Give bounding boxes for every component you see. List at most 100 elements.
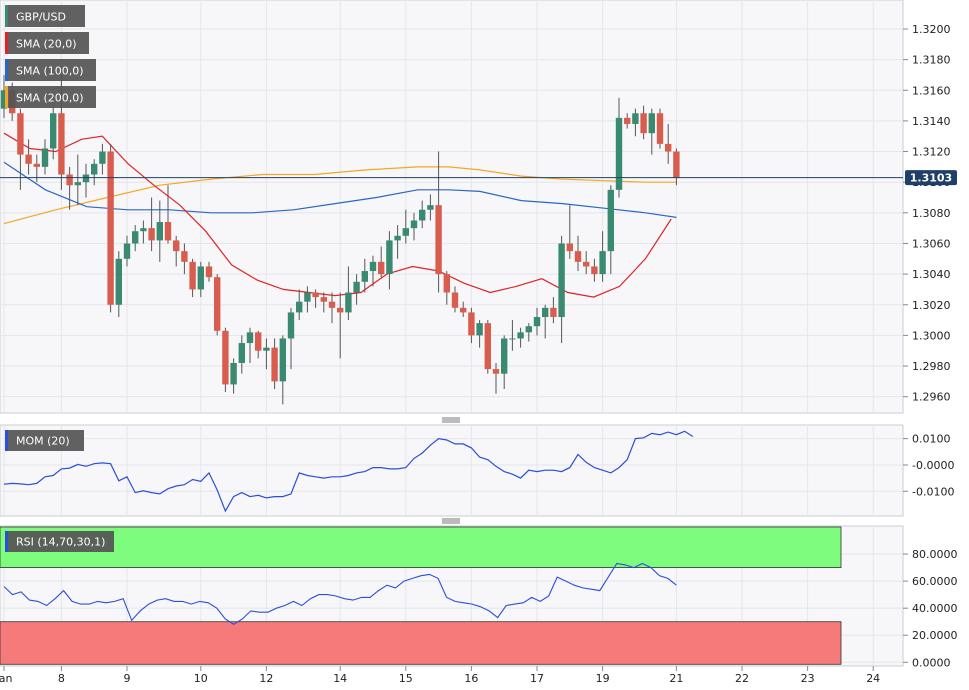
candle[interactable] [230, 358, 237, 394]
legend-symbol[interactable]: GBP/USD [5, 5, 85, 27]
candle[interactable] [607, 185, 614, 275]
candle[interactable] [296, 289, 303, 321]
momentum-panel[interactable] [0, 424, 904, 517]
candle[interactable] [615, 97, 623, 198]
candle[interactable] [533, 307, 541, 336]
candle[interactable] [328, 292, 336, 324]
y-axis-ticks: 1.32001.31801.31601.31401.31201.31001.30… [903, 23, 958, 669]
candle[interactable] [246, 327, 254, 363]
candle[interactable] [509, 320, 516, 351]
candle[interactable] [115, 251, 122, 318]
candle[interactable] [443, 271, 450, 305]
candle[interactable] [222, 327, 229, 393]
legend-sma200[interactable]: SMA (200,0) [5, 86, 96, 108]
candle[interactable] [419, 200, 426, 229]
candle[interactable] [17, 108, 24, 190]
candle[interactable] [271, 338, 278, 390]
candle[interactable] [550, 297, 557, 324]
candle[interactable] [181, 243, 188, 275]
candle[interactable] [574, 235, 582, 272]
candle[interactable] [148, 197, 155, 252]
momentum-resize-handle[interactable] [442, 417, 460, 423]
candle[interactable] [369, 255, 377, 287]
candle[interactable] [525, 323, 532, 342]
candle[interactable] [402, 209, 409, 244]
rsi-resize-handle[interactable] [442, 518, 460, 524]
legend-symbol-text: GBP/USD [16, 11, 66, 24]
candle[interactable] [632, 108, 639, 137]
candle[interactable] [501, 335, 508, 390]
price-y-tick-label: 1.3080 [912, 207, 951, 220]
candle[interactable] [312, 289, 319, 308]
candle[interactable] [140, 220, 147, 244]
legend-momentum[interactable]: MOM (20) [5, 430, 84, 451]
candle[interactable] [74, 154, 81, 206]
candle[interactable] [337, 292, 344, 359]
price-y-tick-label: 1.3060 [912, 237, 951, 250]
candle[interactable] [435, 151, 442, 293]
candle[interactable] [361, 258, 368, 293]
candle[interactable] [123, 235, 131, 267]
candle[interactable] [476, 320, 483, 348]
candle[interactable] [410, 212, 418, 241]
candle[interactable] [345, 266, 352, 321]
candle[interactable] [197, 261, 204, 298]
candle[interactable] [41, 139, 49, 175]
candle[interactable] [173, 235, 180, 267]
candle-body [558, 243, 565, 318]
candle[interactable] [238, 335, 245, 374]
candle[interactable] [673, 148, 680, 186]
candle[interactable] [287, 307, 295, 370]
candle[interactable] [164, 185, 172, 244]
candle[interactable] [468, 307, 475, 344]
candle[interactable] [353, 274, 360, 305]
legend-sma20[interactable]: SMA (20,0) [5, 32, 89, 54]
candle[interactable] [624, 113, 631, 129]
candle[interactable] [599, 231, 606, 282]
candlesticks [0, 74, 680, 405]
price-panel[interactable] [0, 0, 904, 414]
candle[interactable] [214, 274, 221, 336]
candle[interactable] [640, 105, 647, 140]
candle[interactable] [279, 335, 286, 405]
candle[interactable] [66, 166, 73, 210]
candle[interactable] [648, 108, 655, 155]
candle[interactable] [99, 143, 106, 175]
candle[interactable] [484, 320, 491, 374]
candle[interactable] [25, 139, 32, 175]
candle-body [345, 292, 352, 313]
candle[interactable] [0, 74, 8, 118]
legend-rsi[interactable]: RSI (14,70,30,1) [5, 531, 114, 552]
candle[interactable] [50, 105, 57, 160]
candle-body [427, 205, 434, 210]
candle[interactable] [82, 163, 90, 198]
candle[interactable] [566, 205, 573, 259]
candle[interactable] [558, 235, 565, 344]
candle[interactable] [656, 108, 664, 149]
candle[interactable] [91, 159, 98, 186]
candle[interactable] [460, 301, 467, 318]
candle-body [132, 231, 139, 244]
candle[interactable] [451, 286, 459, 313]
candle[interactable] [542, 304, 549, 339]
candle[interactable] [107, 143, 114, 313]
candle[interactable] [517, 327, 524, 348]
candle[interactable] [378, 246, 385, 278]
candle[interactable] [394, 225, 401, 259]
candle-body [328, 301, 336, 308]
candle[interactable] [591, 258, 598, 282]
candle[interactable] [255, 330, 262, 359]
candle[interactable] [427, 194, 434, 221]
candle[interactable] [386, 231, 393, 290]
candle[interactable] [320, 292, 327, 313]
legend-sma100[interactable]: SMA (100,0) [5, 59, 96, 81]
candle[interactable] [156, 200, 163, 262]
candle[interactable] [583, 251, 590, 275]
candle[interactable] [492, 362, 500, 394]
candle[interactable] [263, 338, 270, 370]
candle[interactable] [665, 123, 672, 164]
candle[interactable] [132, 225, 139, 252]
candle[interactable] [189, 258, 196, 298]
candle[interactable] [304, 286, 311, 313]
candle[interactable] [205, 261, 213, 282]
